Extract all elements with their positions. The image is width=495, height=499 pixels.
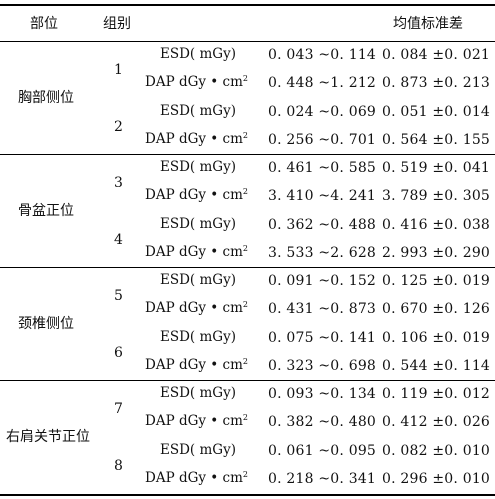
- metric-text: ESD( mGy): [160, 215, 236, 232]
- metric-label: DAP dGy • cm2: [145, 130, 249, 147]
- metric-superscript: 2: [242, 300, 249, 310]
- range-value: 0. 061 ~0. 095: [268, 442, 377, 459]
- metric-text: DAP dGy • cm: [145, 356, 243, 373]
- metric-superscript: 2: [242, 243, 249, 253]
- metric-superscript: 2: [242, 413, 249, 423]
- metric-label: DAP dGy • cm2: [145, 413, 249, 430]
- range-value: 0. 382 ~0. 480: [268, 414, 377, 431]
- header-part: 部位: [30, 16, 58, 32]
- mean-sd-value: 0. 296 ±0. 010: [382, 470, 491, 487]
- metric-superscript: 2: [242, 130, 249, 140]
- mean-sd-value: 0. 082 ±0. 010: [382, 442, 491, 459]
- body-part-label: 颈椎侧位: [18, 315, 74, 332]
- mean-sd-value: 0. 564 ±0. 155: [382, 131, 491, 148]
- metric-text: DAP dGy • cm: [145, 243, 243, 260]
- mean-sd-value: 0. 125 ±0. 019: [382, 273, 491, 290]
- metric-label: DAP dGy • cm2: [145, 187, 249, 204]
- mean-sd-value: 0. 106 ±0. 019: [382, 329, 491, 346]
- metric-text: DAP dGy • cm: [145, 413, 243, 430]
- mean-sd-value: 0. 519 ±0. 041: [382, 160, 491, 177]
- group-number: 8: [114, 457, 123, 474]
- mean-sd-value: 0. 084 ±0. 021: [382, 47, 491, 64]
- metric-label: ESD( mGy): [160, 159, 236, 176]
- range-value: 0. 075 ~0. 141: [268, 329, 377, 346]
- metric-text: ESD( mGy): [160, 441, 236, 458]
- mean-sd-value: 0. 416 ±0. 038: [382, 216, 491, 233]
- range-value: 0. 256 ~0. 701: [268, 131, 377, 148]
- mean-sd-value: 0. 544 ±0. 114: [382, 357, 491, 374]
- metric-label: DAP dGy • cm2: [145, 356, 249, 373]
- group-number: 1: [114, 62, 123, 79]
- metric-text: DAP dGy • cm: [145, 469, 243, 486]
- metric-label: ESD( mGy): [160, 272, 236, 289]
- metric-label: ESD( mGy): [160, 102, 236, 119]
- section-rule-1: [0, 154, 495, 155]
- mean-sd-value: 0. 670 ±0. 126: [382, 301, 491, 318]
- metric-label: ESD( mGy): [160, 46, 236, 63]
- header-meansd: 均值标准差: [393, 16, 463, 32]
- body-part-label: 右肩关节正位: [6, 428, 90, 445]
- range-value: 0. 218 ~0. 341: [268, 470, 377, 487]
- metric-text: ESD( mGy): [160, 102, 236, 119]
- header-group: 组别: [103, 16, 131, 32]
- metric-text: ESD( mGy): [160, 159, 236, 176]
- metric-text: DAP dGy • cm: [145, 130, 243, 147]
- metric-label: ESD( mGy): [160, 385, 236, 402]
- top-rule: [0, 4, 495, 6]
- metric-text: ESD( mGy): [160, 272, 236, 289]
- mean-sd-value: 0. 412 ±0. 026: [382, 414, 491, 431]
- body-part-label: 胸部侧位: [18, 89, 74, 106]
- metric-label: DAP dGy • cm2: [145, 243, 249, 260]
- section-rule-2: [0, 267, 495, 268]
- metric-text: ESD( mGy): [160, 328, 236, 345]
- range-value: 0. 024 ~0. 069: [268, 103, 377, 120]
- metric-text: DAP dGy • cm: [145, 300, 243, 317]
- bottom-rule: [0, 494, 495, 496]
- mean-sd-value: 0. 051 ±0. 014: [382, 103, 491, 120]
- metric-text: DAP dGy • cm: [145, 74, 243, 91]
- body-part-label: 骨盆正位: [18, 202, 74, 219]
- mean-sd-value: 3. 789 ±0. 305: [382, 188, 491, 205]
- group-number: 6: [114, 344, 123, 361]
- metric-label: DAP dGy • cm2: [145, 74, 249, 91]
- group-number: 5: [114, 288, 123, 305]
- metric-label: ESD( mGy): [160, 215, 236, 232]
- range-value: 0. 448 ~1. 212: [268, 75, 377, 92]
- group-number: 7: [114, 401, 123, 418]
- range-value: 3. 533 ~2. 628: [268, 244, 377, 261]
- mean-sd-value: 0. 873 ±0. 213: [382, 75, 491, 92]
- metric-label: ESD( mGy): [160, 328, 236, 345]
- range-value: 0. 093 ~0. 134: [268, 386, 377, 403]
- range-value: 0. 091 ~0. 152: [268, 273, 377, 290]
- mean-sd-value: 0. 119 ±0. 012: [382, 386, 491, 403]
- range-value: 0. 461 ~0. 585: [268, 160, 377, 177]
- metric-label: DAP dGy • cm2: [145, 469, 249, 486]
- metric-superscript: 2: [242, 356, 249, 366]
- range-value: 0. 043 ~0. 114: [268, 47, 377, 64]
- group-number: 2: [114, 118, 123, 135]
- metric-label: ESD( mGy): [160, 441, 236, 458]
- range-value: 0. 431 ~0. 873: [268, 301, 377, 318]
- group-number: 4: [114, 231, 123, 248]
- metric-superscript: 2: [242, 469, 249, 479]
- range-value: 0. 323 ~0. 698: [268, 357, 377, 374]
- mean-sd-value: 2. 993 ±0. 290: [382, 244, 491, 261]
- range-value: 0. 362 ~0. 488: [268, 216, 377, 233]
- group-number: 3: [114, 175, 123, 192]
- metric-text: ESD( mGy): [160, 385, 236, 402]
- metric-label: DAP dGy • cm2: [145, 300, 249, 317]
- metric-text: DAP dGy • cm: [145, 187, 243, 204]
- section-rule-3: [0, 380, 495, 381]
- metric-superscript: 2: [242, 74, 249, 84]
- metric-superscript: 2: [242, 187, 249, 197]
- metric-text: ESD( mGy): [160, 46, 236, 63]
- range-value: 3. 410 ~4. 241: [268, 188, 377, 205]
- header-rule: [0, 41, 495, 42]
